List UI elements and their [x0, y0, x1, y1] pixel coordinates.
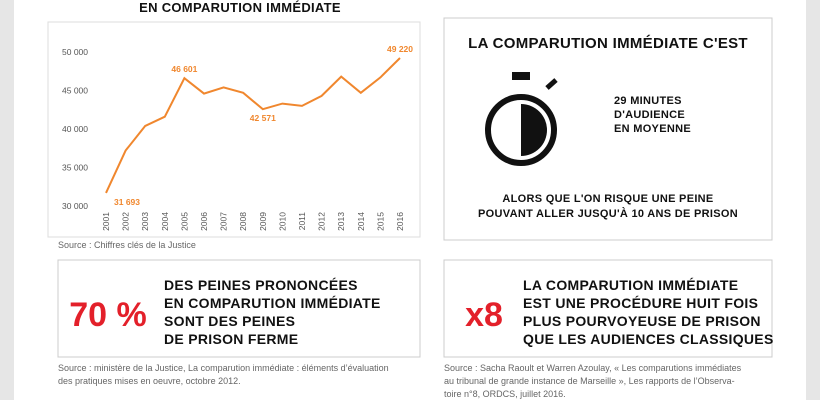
source: au tribunal de grande instance de Marsei… — [444, 376, 735, 386]
panel — [443, 17, 773, 241]
x-tick-label: 2010 — [277, 212, 287, 231]
x-tick-label: 2011 — [297, 212, 307, 231]
x-tick-label: 2002 — [121, 212, 131, 231]
stat-line: 29 MINUTES — [614, 95, 682, 107]
y-tick-label: 35 000 — [62, 163, 88, 173]
text-line: QUE LES AUDIENCES CLASSIQUES — [523, 331, 774, 347]
text-line: EN COMPARUTION IMMÉDIATE — [164, 295, 381, 311]
text-line: LA COMPARUTION IMMÉDIATE — [523, 277, 738, 293]
x-tick-label: 2016 — [395, 212, 405, 231]
side-band — [0, 0, 14, 400]
stat-line: D'AUDIENCE — [614, 109, 685, 121]
x-tick-label: 2013 — [336, 212, 346, 231]
source: des pratiques mises en oeuvre, octobre 2… — [58, 376, 241, 386]
text-line: PLUS POURVOYEUSE DE PRISON — [523, 313, 761, 329]
source: Source : Chiffres clés de la Justice — [58, 240, 196, 250]
x-tick-label: 2015 — [375, 212, 385, 231]
x-tick-label: 2007 — [219, 212, 229, 231]
figure: 70 % — [69, 296, 147, 334]
stat-line: EN MOYENNE — [614, 123, 691, 135]
y-tick-label: 45 000 — [62, 86, 88, 96]
y-tick-label: 40 000 — [62, 124, 88, 134]
x-tick-label: 2009 — [258, 212, 268, 231]
panel — [443, 259, 773, 358]
x-tick-label: 2001 — [101, 212, 111, 231]
x-tick-label: 2006 — [199, 212, 209, 231]
text-line: EST UNE PROCÉDURE HUIT FOIS — [523, 295, 758, 311]
side-band — [806, 0, 820, 400]
x-tick-label: 2005 — [179, 212, 189, 231]
chart-frame — [47, 21, 421, 238]
panel-title: LA COMPARUTION IMMÉDIATE C'EST — [468, 35, 748, 52]
x-tick-label: 2012 — [317, 212, 327, 231]
x-tick-label: 2008 — [238, 212, 248, 231]
source: toire n°8, ORDCS, juillet 2016. — [444, 389, 566, 399]
note-line: ALORS QUE L'ON RISQUE UNE PEINE — [502, 193, 713, 205]
data-label: 49 220 — [387, 44, 413, 54]
x-tick-label: 2014 — [356, 212, 366, 231]
text-line: DE PRISON FERME — [164, 331, 298, 347]
data-line — [105, 57, 401, 194]
data-label: 46 601 — [171, 64, 197, 74]
data-label: 31 693 — [114, 197, 140, 207]
panel — [57, 259, 421, 358]
note-line: POUVANT ALLER JUSQU'À 10 ANS DE PRISON — [478, 207, 738, 220]
y-tick-label: 50 000 — [62, 47, 88, 57]
source: Source : Sacha Raoult et Warren Azoulay,… — [444, 363, 742, 373]
chart-title: EN COMPARUTION IMMÉDIATE — [139, 0, 341, 15]
data-label: 42 571 — [250, 113, 276, 123]
text-line: SONT DES PEINES — [164, 313, 295, 329]
x-tick-label: 2004 — [160, 212, 170, 231]
y-tick-label: 30 000 — [62, 201, 88, 211]
text-line: DES PEINES PRONONCÉES — [164, 277, 358, 293]
x-tick-label: 2003 — [140, 212, 150, 231]
source: Source : ministère de la Justice, La com… — [58, 363, 389, 373]
stopwatch-icon — [485, 72, 558, 166]
figure: x8 — [465, 296, 503, 334]
